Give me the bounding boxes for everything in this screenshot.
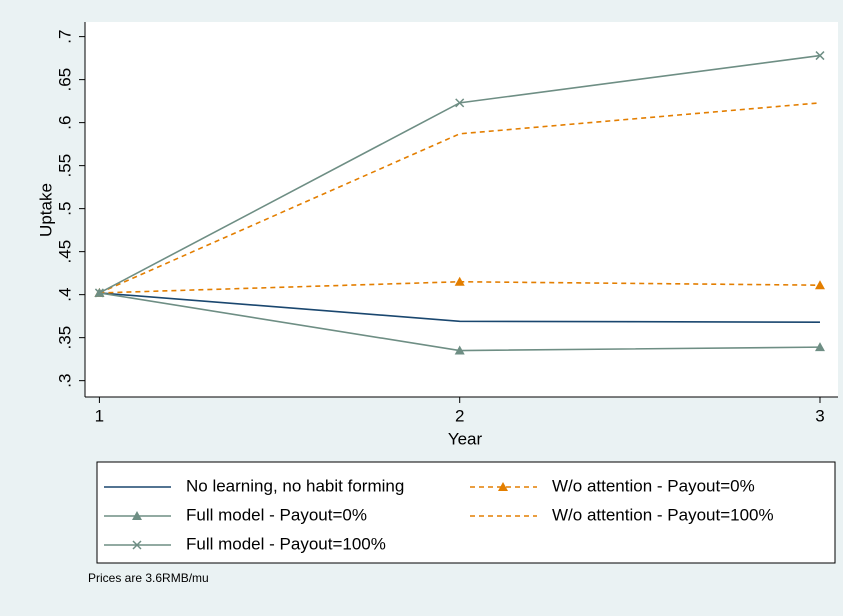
- legend-marker: [132, 511, 142, 520]
- plot-area: [85, 22, 838, 397]
- y-tick-label: .35: [55, 326, 74, 350]
- y-tick-label: .65: [55, 68, 74, 92]
- y-axis-label: Uptake: [36, 183, 55, 237]
- y-tick-label: .6: [55, 116, 74, 130]
- x-tick-label: 3: [815, 406, 824, 425]
- x-axis-label: Year: [448, 429, 483, 448]
- point-marker: [814, 280, 825, 290]
- legend-label: Full model - Payout=100%: [186, 534, 386, 553]
- legend-marker: [498, 482, 508, 491]
- y-tick-label: .45: [55, 240, 74, 264]
- point-marker: [814, 342, 825, 352]
- x-tick-label: 1: [95, 406, 104, 425]
- y-tick-label: .3: [55, 374, 74, 388]
- point-marker: [454, 276, 465, 286]
- x-tick-label: 2: [455, 406, 464, 425]
- legend-label: W/o attention - Payout=0%: [552, 476, 755, 495]
- series-line: [99, 102, 821, 294]
- legend-marker: [132, 540, 142, 550]
- point-marker: [454, 345, 465, 355]
- point-marker: [94, 288, 104, 298]
- note: Prices are 3.6RMB/mu: [88, 571, 209, 585]
- y-tick-label: .7: [55, 30, 74, 44]
- series-line: [99, 292, 820, 323]
- point-marker: [815, 51, 825, 61]
- y-tick-label: .55: [55, 154, 74, 178]
- legend: [96, 461, 836, 564]
- y-tick-label: .4: [55, 288, 74, 302]
- point-marker: [455, 98, 465, 108]
- legend-label: W/o attention - Payout=100%: [552, 505, 774, 524]
- legend-label: Full model - Payout=0%: [186, 505, 367, 524]
- y-tick-label: .5: [55, 202, 74, 216]
- legend-label: No learning, no habit forming: [186, 476, 404, 495]
